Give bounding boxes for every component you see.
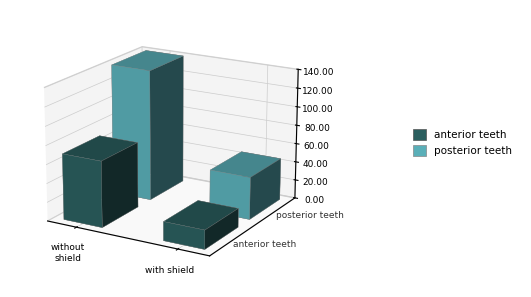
Legend: anterior teeth, posterior teeth: anterior teeth, posterior teeth: [410, 126, 515, 159]
